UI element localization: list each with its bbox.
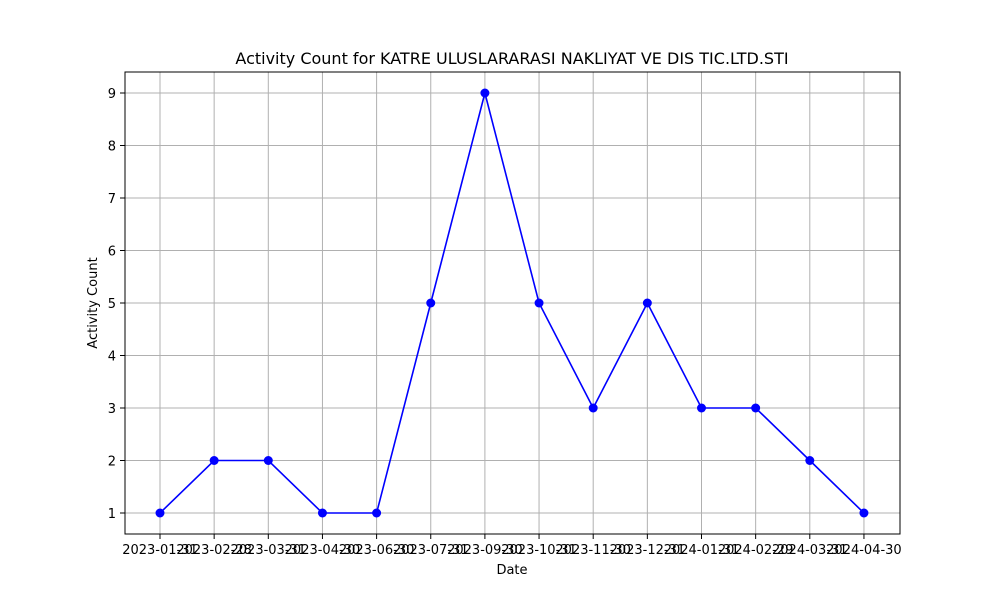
x-tick-label: 2023-01-31 [122,543,198,558]
data-point-marker [480,88,490,98]
x-tick-label: 2024-02-29 [718,543,794,558]
data-point-marker [588,403,598,413]
x-tick-label: 2023-10-31 [501,543,577,558]
x-tick-label: 2024-04-30 [826,543,902,558]
plot-frame [124,71,901,535]
y-tick-label: 5 [108,297,116,312]
x-tick-label: 2023-11-30 [555,543,631,558]
x-tick-label: 2023-02-28 [176,543,252,558]
x-tick-label: 2023-06-30 [339,543,415,558]
chart-title: Activity Count for KATRE ULUSLARARASI NA… [235,49,788,68]
data-point-marker [209,456,219,465]
data-point-marker [372,508,382,518]
x-axis-label: Date [496,563,527,578]
x-tick-label: 2023-04-30 [285,543,361,558]
data-point-marker [155,508,165,518]
data-point-marker [697,403,706,413]
y-tick-label: 4 [108,350,116,365]
data-point-marker [859,508,869,518]
x-tick-label: 2024-01-31 [664,543,740,558]
grid-layer [125,72,900,534]
x-tick-label: 2023-07-31 [393,543,469,558]
y-axis-label: Activity Count [86,257,101,348]
series-line [159,92,865,514]
data-point-marker [317,508,327,518]
y-tick-label: 2 [108,455,116,470]
data-point-marker [426,298,436,308]
data-point-marker [534,298,544,308]
x-tick-label: 2023-03-31 [231,543,307,558]
y-tick-label: 6 [108,245,116,260]
y-tick-label: 7 [108,192,116,207]
series-layer [155,88,869,518]
y-tick-label: 9 [108,87,116,102]
x-tick-label: 2023-09-30 [447,543,523,558]
data-point-marker [263,456,273,465]
data-point-marker [751,403,761,413]
y-tick-label: 1 [108,507,116,522]
tick-layer: 2023-01-312023-02-282023-03-312023-04-30… [108,87,902,558]
x-tick-label: 2024-03-31 [772,543,848,558]
data-point-marker [642,298,652,308]
x-tick-label: 2023-12-31 [610,543,686,558]
data-point-marker [805,456,815,465]
y-tick-label: 3 [108,402,116,417]
y-tick-label: 8 [108,140,116,155]
